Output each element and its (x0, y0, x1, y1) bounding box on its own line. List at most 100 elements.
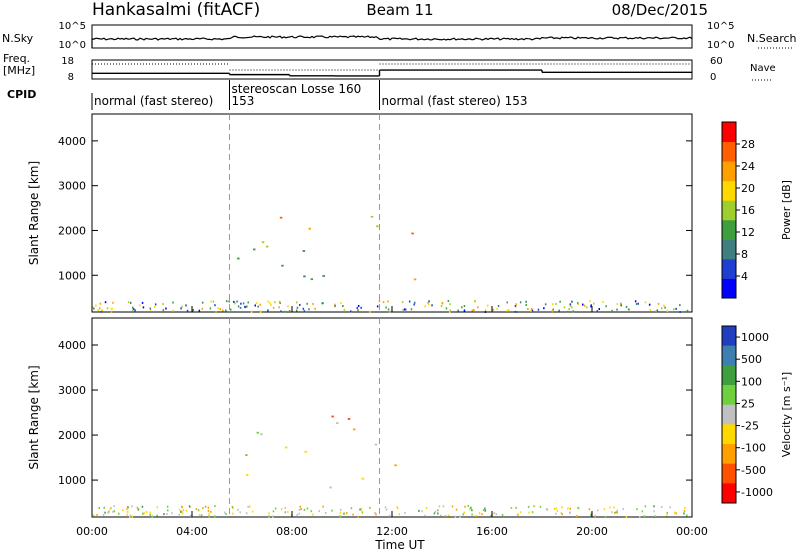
panel-velocity-ground-cell (636, 508, 638, 511)
panel-power-ground-cell (279, 302, 281, 304)
panel-power-ground-cell (162, 309, 165, 312)
panel-velocity-ground-cell (683, 512, 685, 515)
panel-power-ground-cell (306, 302, 308, 305)
freq-tick-bottom: 8 (68, 72, 74, 83)
panel-velocity-ytick-label-0: 1000 (58, 474, 86, 487)
panel-power-ground-cell (447, 300, 450, 302)
panel-power-ground-cell (378, 300, 381, 303)
panel-power-ground-cell (590, 304, 592, 307)
panel-power-ground-cell (684, 310, 687, 313)
panel-velocity-ground-cell (686, 514, 688, 517)
panel-velocity-ground-cell (171, 512, 173, 515)
panel-power-ground-cell (635, 303, 638, 305)
panel-velocity-ground-cell (108, 510, 110, 513)
panel-velocity-ground-cell (643, 515, 646, 518)
panel-power-ground-cell (222, 309, 224, 312)
panel-power-ground-cell (620, 303, 622, 306)
panel-velocity-colorbar-swatch-6 (722, 444, 736, 465)
panel-velocity-ground-cell (318, 510, 320, 513)
panel-power-colorbar-label-5: 24 (741, 160, 755, 173)
panel-power-ground-cell (530, 309, 532, 312)
panel-power-ground-cell (99, 302, 102, 305)
panel-power-ground-cell (343, 308, 346, 311)
panel-power-ground-cell (484, 311, 487, 313)
nsky-label: N.Sky (2, 32, 34, 45)
panel-power-ground-cell (236, 300, 238, 303)
panel-velocity-ground-cell (374, 512, 376, 514)
panel-power-ground-cell (657, 302, 660, 305)
panel-power-colorbar-swatch-3 (722, 219, 736, 240)
panel-velocity-ground-cell (107, 511, 109, 514)
panel-velocity-ground-cell (517, 513, 519, 516)
panel-power-ground-cell (413, 303, 415, 306)
panel-velocity-ground-cell (625, 515, 628, 518)
panel-velocity-ground-cell (561, 506, 563, 509)
panel-power-ground-cell (449, 309, 451, 312)
panel-velocity-ground-cell (198, 513, 201, 516)
panel-power-ground-cell (571, 306, 573, 309)
panel-velocity-ground-cell (594, 515, 596, 518)
panel-power-ground-cell (230, 308, 232, 311)
panel-velocity-ground-cell (604, 516, 607, 519)
panel-power-ground-cell (376, 305, 379, 308)
panel-velocity-cell (304, 450, 307, 453)
panel-velocity-ground-cell (616, 511, 618, 514)
panel-velocity-ground-cell (467, 504, 469, 507)
panel-velocity-ground-cell (331, 509, 333, 512)
panel-velocity-colorbar-title: Velocity [m s⁻¹] (780, 372, 793, 457)
panel-power-ground-cell (663, 304, 665, 307)
panel-power-ground-cell (139, 304, 141, 307)
panel-power-cell (302, 250, 306, 252)
panel-velocity-ground-cell (166, 505, 169, 508)
panel-velocity-ground-cell (131, 505, 133, 508)
panel-velocity-ground-cell (298, 508, 301, 511)
panel-velocity-ground-cell (578, 507, 580, 510)
panel-velocity-ground-cell (340, 508, 342, 511)
panel-power-ground-cell (492, 308, 495, 311)
panel-power-ground-cell (569, 303, 572, 306)
panel-velocity-colorbar-label-5: -100 (741, 442, 766, 455)
panel-velocity-ground-cell (455, 508, 458, 511)
panel-velocity-ground-cell (208, 515, 210, 518)
panel-velocity-ground-cell (437, 512, 439, 515)
panel-power-colorbar-swatch-1 (722, 258, 736, 279)
panel-power-ground-cell (228, 300, 230, 303)
panel-velocity-ground-cell (204, 505, 207, 508)
panel-power-ground-cell (551, 310, 553, 313)
panel-power-ground-cell (321, 302, 323, 305)
panel-power-ground-cell (250, 310, 253, 313)
panel-velocity-ground-cell (440, 514, 442, 517)
panel-power-ground-cell (278, 300, 281, 303)
panel-power-ground-cell (141, 301, 144, 304)
panel-power-ground-cell (590, 305, 592, 308)
panel-velocity-ground-cell (149, 513, 151, 516)
panel-velocity-ground-cell (614, 511, 616, 514)
panel-velocity-ground-cell (322, 505, 324, 508)
panel-velocity-ground-cell (482, 509, 485, 512)
panel-power-ground-cell (388, 310, 391, 313)
panel-velocity-ground-cell (644, 505, 647, 508)
panel-power-ground-cell (440, 305, 443, 308)
panel-power-ground-cell (154, 303, 157, 306)
panel-velocity-ground-cell (339, 511, 342, 514)
panel-power-ground-cell (242, 302, 245, 305)
panel-power-ground-cell (569, 304, 572, 307)
panel-power-ground-cell (555, 302, 557, 305)
panel-power-ground-cell (531, 308, 533, 310)
panel-power-ground-cell (519, 301, 522, 304)
panel-velocity-ground-cell (616, 509, 618, 512)
panel-power-ground-cell (605, 305, 607, 308)
panel-power-ground-cell (568, 308, 570, 311)
panel-velocity-ground-cell (310, 510, 313, 513)
panel-power-ground-cell (563, 306, 566, 309)
nsearch-label: N.Search (747, 32, 797, 45)
panel-velocity-ground-cell (239, 511, 241, 514)
panel-velocity-ground-cell (560, 512, 563, 515)
panel-power-ground-cell (112, 301, 114, 304)
panel-power-colorbar-label-1: 8 (741, 248, 748, 261)
panel-power-ground-cell (99, 307, 101, 310)
panel-power-ground-cell (247, 301, 249, 304)
panel-power-ground-cell (134, 309, 136, 312)
panel-velocity-colorbar-swatch-8 (722, 483, 736, 504)
panel-velocity-ground-cell (519, 511, 522, 514)
